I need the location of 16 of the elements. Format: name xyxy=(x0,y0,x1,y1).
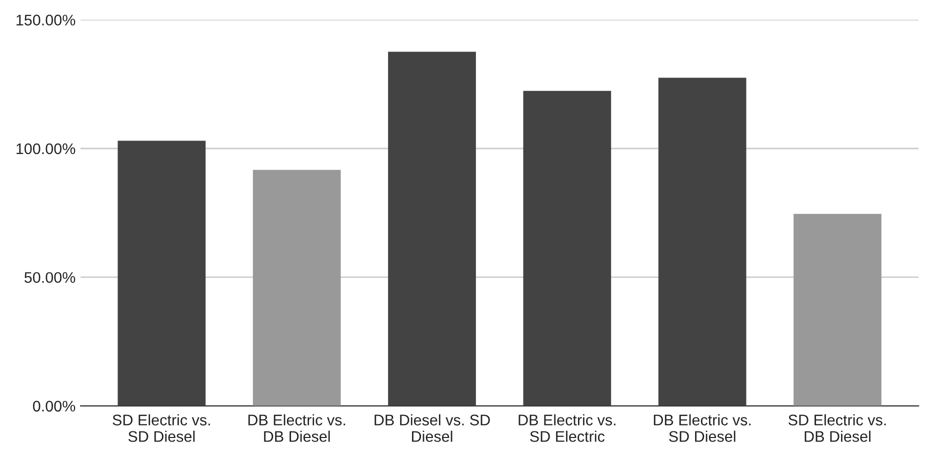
y-tick-label: 50.00% xyxy=(24,272,76,283)
bar xyxy=(388,52,476,406)
bar xyxy=(523,90,612,406)
bar xyxy=(252,170,341,406)
y-tick-label: 100.00% xyxy=(16,143,76,154)
bar xyxy=(794,214,882,406)
x-tick-label: DB Diesel vs. SD Diesel xyxy=(374,414,490,442)
x-tick-label: SD Electric vs. DB Diesel xyxy=(788,414,886,442)
x-tick-label: SD Electric vs. SD Diesel xyxy=(112,414,210,442)
y-tick-label: 150.00% xyxy=(16,14,76,26)
x-tick-label: DB Electric vs. SD Diesel xyxy=(654,414,751,442)
x-tick-label: DB Electric vs. SD Electric xyxy=(518,414,616,442)
bar xyxy=(118,140,206,406)
y-tick-label: 0.00% xyxy=(32,400,76,412)
bar xyxy=(658,78,746,406)
x-tick-label: DB Electric vs. DB Diesel xyxy=(248,414,346,442)
